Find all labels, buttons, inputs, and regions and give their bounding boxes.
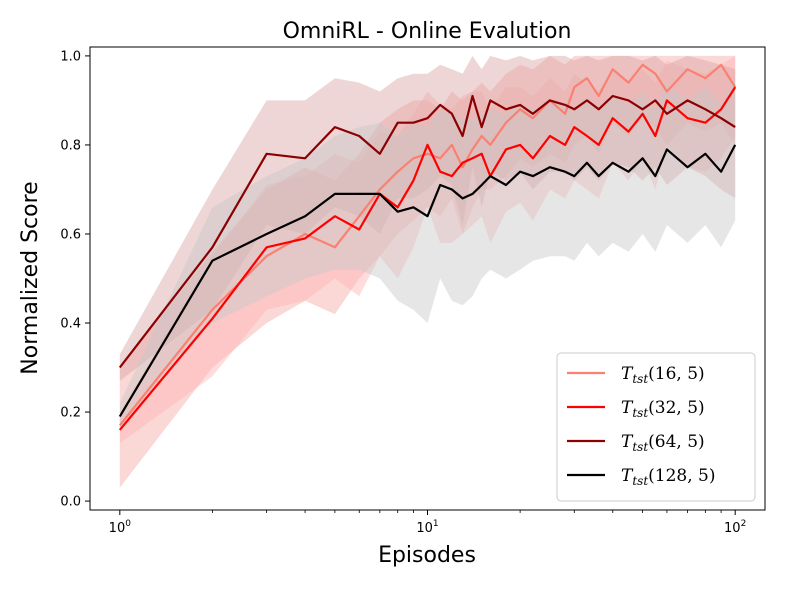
y-axis-ticks: 0.0 0.2 0.4 0.6 0.8 1.0 (60, 49, 90, 510)
series-line-1 (118, 86, 737, 431)
legend-label-0: Ttst(16, 5) (621, 364, 705, 386)
x-tick-label: 102 (724, 519, 746, 536)
legend: Ttst(16, 5) Ttst(32, 5) Ttst(64, 5) Ttst(12… (556, 352, 756, 502)
series-band-3 (119, 78, 736, 430)
x-axis-ticks: 100 101 102 (109, 510, 746, 536)
y-tick-label: 0.0 (60, 495, 81, 510)
x-tick-label: 100 (109, 519, 132, 536)
y-tick-label: 1.0 (60, 49, 81, 64)
legend-label-1: Ttst(32, 5) (621, 398, 705, 420)
series-band-2 (119, 55, 736, 381)
legend-label-2: Ttst(64, 5) (621, 432, 705, 454)
y-axis-label: Normalized Score (18, 181, 43, 374)
y-tick-label: 0.6 (60, 227, 81, 242)
legend-label-3: Ttst(128, 5) (621, 466, 716, 488)
y-tick-label: 0.2 (60, 406, 81, 421)
y-tick-label: 0.8 (60, 138, 81, 153)
series-line-3 (118, 144, 737, 418)
x-axis-label: Episodes (378, 543, 476, 568)
series-band-0 (119, 55, 736, 488)
legend-box (556, 352, 756, 502)
series-lines (118, 63, 737, 431)
chart-title: OmniRL - Online Evalution (283, 19, 572, 44)
x-tick-label: 101 (416, 519, 438, 536)
series-line-0 (118, 63, 737, 427)
y-tick-label: 0.4 (60, 317, 81, 332)
confidence-bands (119, 55, 736, 488)
series-line-2 (118, 94, 736, 369)
series-band-1 (119, 55, 736, 444)
